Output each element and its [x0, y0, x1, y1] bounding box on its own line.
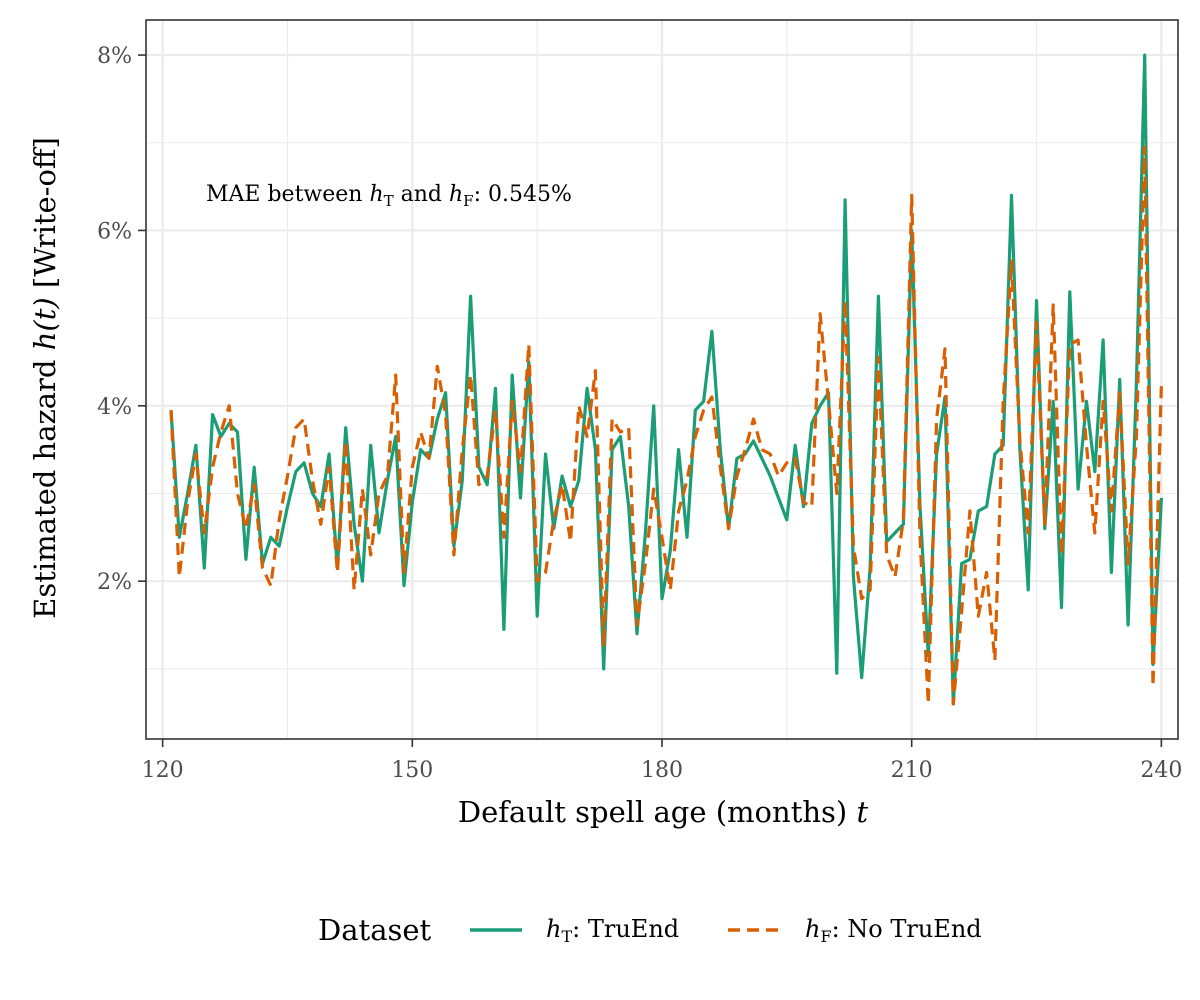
legend-label-truend-sub: T — [561, 927, 572, 946]
mae-annotation: MAE between hT and hF: 0.545% — [206, 182, 572, 210]
y-axis-title-text: Estimated hazard — [28, 350, 62, 619]
y-tick-label: 8% — [97, 44, 132, 69]
y-tick-label: 2% — [97, 570, 132, 595]
series-line-truend — [169, 53, 1163, 706]
annotation-var-2: h — [449, 182, 463, 207]
legend-label-no-truend-sub: F — [820, 927, 831, 946]
legend-label-truend: hT: TruEnd — [546, 915, 679, 946]
x-axis-title: Default spell age (months) t — [458, 795, 869, 829]
legend-label-no-truend-var: h — [805, 915, 820, 943]
x-axis-title-var: t — [856, 795, 868, 829]
legend-label-truend-text: : TruEnd — [572, 915, 679, 943]
x-tick-label: 210 — [891, 758, 933, 783]
y-axis-title-suffix: [Write-off] — [28, 137, 62, 297]
legend-label-no-truend-text: : No TruEnd — [832, 915, 982, 943]
x-axis: 120 150 180 210 240 — [142, 739, 1182, 783]
annotation-sub-2: F — [463, 192, 473, 210]
annotation-suffix: : 0.545% — [474, 182, 572, 207]
major-gridlines — [146, 20, 1178, 739]
series-layer — [169, 53, 1163, 706]
x-tick-label: 180 — [641, 758, 683, 783]
y-tick-label: 4% — [97, 395, 132, 420]
y-axis-title: Estimated hazard h(t) [Write-off] — [28, 137, 62, 619]
x-tick-label: 240 — [1140, 758, 1182, 783]
y-axis: 2% 4% 6% 8% — [97, 44, 146, 595]
legend-title: Dataset — [318, 913, 432, 947]
x-tick-label: 120 — [142, 758, 184, 783]
annotation-sub-1: T — [384, 192, 394, 210]
series-line-no-truend — [169, 145, 1163, 706]
legend-label-truend-var: h — [546, 915, 561, 943]
y-axis-title-var: h(t) — [28, 297, 62, 350]
annotation-var-1: h — [369, 182, 383, 207]
annotation-prefix: MAE between — [206, 182, 369, 207]
x-tick-label: 150 — [391, 758, 433, 783]
legend: Dataset hT: TruEnd hF: No TruEnd — [318, 913, 982, 947]
x-axis-title-text: Default spell age (months) — [458, 795, 857, 829]
annotation-middle: and — [394, 182, 449, 207]
y-tick-label: 6% — [97, 219, 132, 244]
legend-label-no-truend: hF: No TruEnd — [805, 915, 982, 946]
